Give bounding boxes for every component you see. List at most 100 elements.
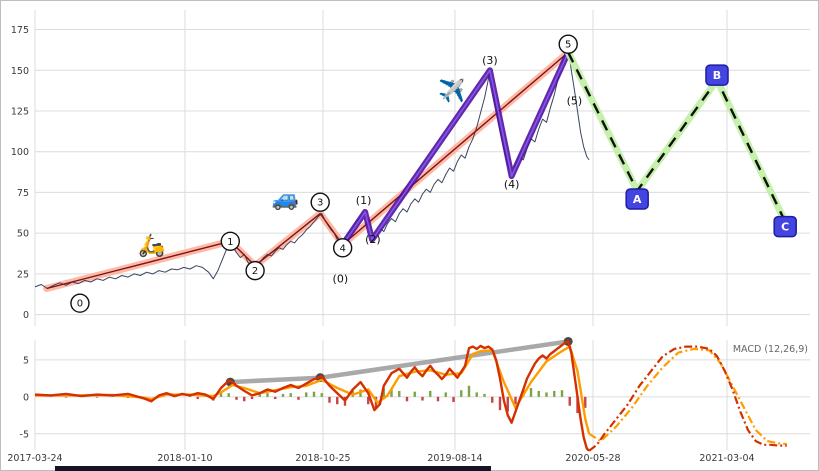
macd-histogram-bar (568, 396, 571, 406)
macd-histogram-bar (553, 390, 556, 397)
y-tick-label-main: 100 (11, 147, 29, 158)
macd-histogram-bar (312, 391, 316, 397)
macd-histogram-bar (560, 390, 564, 397)
macd-histogram-bar (537, 390, 540, 397)
macd-histogram-bar (514, 396, 517, 405)
macd-histogram-bar (390, 389, 393, 397)
macd-histogram-bar (305, 392, 308, 397)
macd-histogram-bar (297, 396, 300, 400)
macd-histogram-bar (460, 390, 463, 397)
wave-label-circle (70, 293, 90, 313)
wave-label-text: 3 (317, 198, 323, 209)
macd-histogram-bar (274, 396, 277, 400)
wave-label-text: (3) (482, 54, 498, 67)
abc-label-text: C (781, 221, 789, 234)
macd-histogram-bar (506, 396, 509, 412)
macd-histogram-bar (266, 393, 269, 397)
macd-histogram-bar (289, 393, 292, 397)
wave-label-text: (0) (333, 272, 349, 285)
macd-line-solid (34, 340, 590, 452)
signal-line-projected (588, 347, 787, 446)
macd-histogram-bar (452, 396, 455, 403)
macd-histogram-bar (320, 393, 323, 397)
abc-label-text: B (713, 69, 721, 82)
y-tick-label-macd: -5 (20, 429, 29, 440)
car-emoji: 🚙 (272, 186, 299, 211)
wave-label-text: 5 (565, 40, 571, 51)
abc-label-box (625, 188, 649, 210)
subwave-zigzag-inner (342, 52, 569, 246)
y-tick-label-main: 175 (11, 25, 29, 36)
wave-label-text: (5) (567, 95, 583, 108)
macd-histogram-bar (235, 396, 238, 400)
macd-histogram-bar (219, 392, 223, 397)
wave-label-text: (2) (365, 233, 381, 246)
macd-histogram-bar (281, 393, 285, 397)
macd-legend-label: MACD (12,26,9) (733, 344, 808, 355)
y-tick-label-main: 0 (23, 310, 29, 321)
wave-label-text: (1) (356, 194, 372, 207)
x-tick-label: 2019-08-14 (427, 453, 482, 464)
macd-histogram-bar (444, 392, 447, 397)
wave-label-circle (220, 231, 241, 251)
x-tick-label: 2018-10-25 (295, 453, 350, 464)
macd-histogram-bar (545, 392, 548, 397)
macd-histogram-bar (382, 387, 385, 397)
wave-label-text: 2 (252, 266, 258, 277)
wave-label-circle (245, 260, 265, 281)
x-tick-label: 2021-03-04 (699, 453, 754, 464)
wave-label-text: 4 (339, 243, 345, 254)
macd-histogram-bar (336, 396, 339, 405)
macd-histogram-bar (498, 396, 502, 411)
wave-label-text: (4) (504, 178, 520, 191)
macd-histogram-bar (475, 392, 478, 397)
price-line (34, 48, 590, 289)
macd-histogram-bar (436, 396, 440, 402)
macd-histogram-bar (429, 390, 432, 397)
macd-histogram-bar (64, 396, 68, 398)
y-tick-label-main: 75 (17, 188, 29, 199)
macd-histogram-bar (250, 396, 254, 400)
macd-line-projected (588, 345, 787, 452)
y-tick-label-main: 25 (17, 269, 29, 280)
y-tick-label-macd: 5 (23, 355, 29, 366)
macd-histogram-bar (398, 390, 401, 397)
macd-histogram-bar (483, 393, 486, 397)
projection-band (564, 48, 789, 226)
abc-label-box (705, 64, 729, 86)
y-tick-label-main: 50 (17, 229, 29, 240)
abc-label-box (773, 215, 797, 238)
macd-histogram-bar (405, 396, 409, 402)
macd-histogram-bar (421, 396, 424, 401)
macd-histogram-bar (413, 391, 416, 397)
macd-histogram-bar (584, 396, 587, 408)
x-tick-label: 2017-03-24 (7, 453, 62, 464)
x-tick-label: 2018-01-10 (157, 453, 212, 464)
abc-label-text: A (633, 193, 642, 206)
projection-dashed-line (567, 51, 787, 223)
macd-histogram-bar (243, 396, 246, 402)
y-tick-label-main: 150 (11, 66, 29, 77)
wave-label-circle (558, 34, 578, 54)
y-tick-label-main: 125 (11, 106, 29, 117)
scooter-emoji: 🛵 (138, 233, 165, 259)
wave-label-circle (332, 238, 353, 258)
bottom-window-edge (55, 466, 491, 471)
macd-histogram-bar (467, 385, 471, 397)
macd-histogram-bar (367, 396, 370, 405)
macd-histogram-bar (196, 396, 199, 400)
macd-histogram-bar (529, 387, 533, 397)
wave-label-text: 0 (77, 299, 83, 310)
x-tick-label: 2020-05-28 (565, 453, 620, 464)
impulse-wave-band (43, 48, 572, 292)
y-tick-label-macd: 0 (23, 392, 29, 403)
airplane-emoji: ✈️ (438, 77, 465, 104)
impulse-wave-core-line (46, 51, 569, 290)
wave-label-circle (310, 192, 330, 212)
macd-histogram-bar (258, 393, 261, 397)
macd-histogram-bar (491, 396, 494, 403)
macd-histogram-bar (95, 396, 99, 398)
